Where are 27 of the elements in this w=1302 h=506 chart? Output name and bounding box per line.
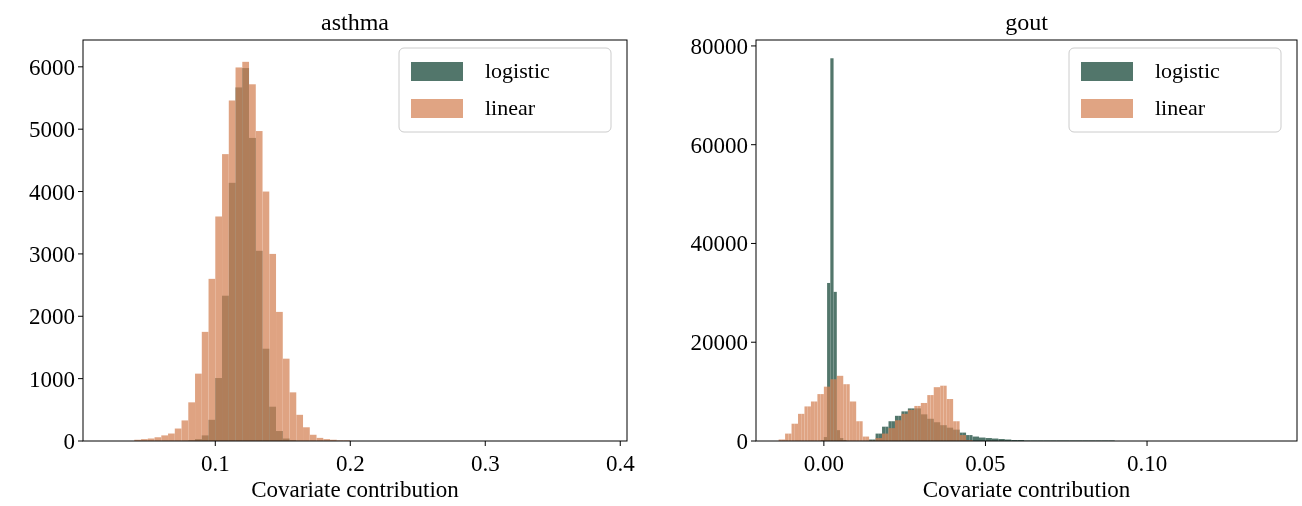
legend-label: linear bbox=[1155, 95, 1206, 120]
x-axis-title: Covariate contribution bbox=[922, 477, 1131, 502]
legend-label: logistic bbox=[1155, 58, 1221, 83]
y-tick-label: 0 bbox=[736, 429, 748, 454]
x-tick-label: 0.00 bbox=[803, 451, 844, 476]
y-tick-label: 20000 bbox=[690, 330, 748, 356]
x-axis-title: Covariate contribution bbox=[251, 477, 460, 502]
y-tick-label: 0 bbox=[63, 429, 75, 454]
y-tick-label: 6000 bbox=[29, 54, 75, 80]
y-tick-label: 40000 bbox=[690, 231, 748, 257]
chart-title: gout bbox=[1005, 9, 1049, 35]
x-tick-label: 0.4 bbox=[605, 451, 636, 476]
y-tick-label: 60000 bbox=[690, 132, 748, 158]
legend-label: linear bbox=[485, 95, 536, 120]
y-tick-label: 3000 bbox=[29, 241, 75, 267]
legend-label: logistic bbox=[485, 58, 551, 83]
x-tick-label: 0.3 bbox=[470, 451, 500, 476]
y-tick-label: 4000 bbox=[29, 179, 75, 205]
chart-title: asthma bbox=[321, 9, 390, 35]
x-tick-label: 0.2 bbox=[335, 451, 365, 476]
y-tick-label: 5000 bbox=[29, 117, 75, 143]
x-tick-label: 0.1 bbox=[200, 451, 230, 476]
x-tick-label: 0.05 bbox=[965, 451, 1006, 476]
x-tick-label: 0.10 bbox=[1126, 451, 1168, 476]
y-tick-label: 1000 bbox=[29, 366, 75, 392]
y-tick-label: 2000 bbox=[29, 304, 75, 330]
y-tick-label: 80000 bbox=[690, 33, 748, 59]
